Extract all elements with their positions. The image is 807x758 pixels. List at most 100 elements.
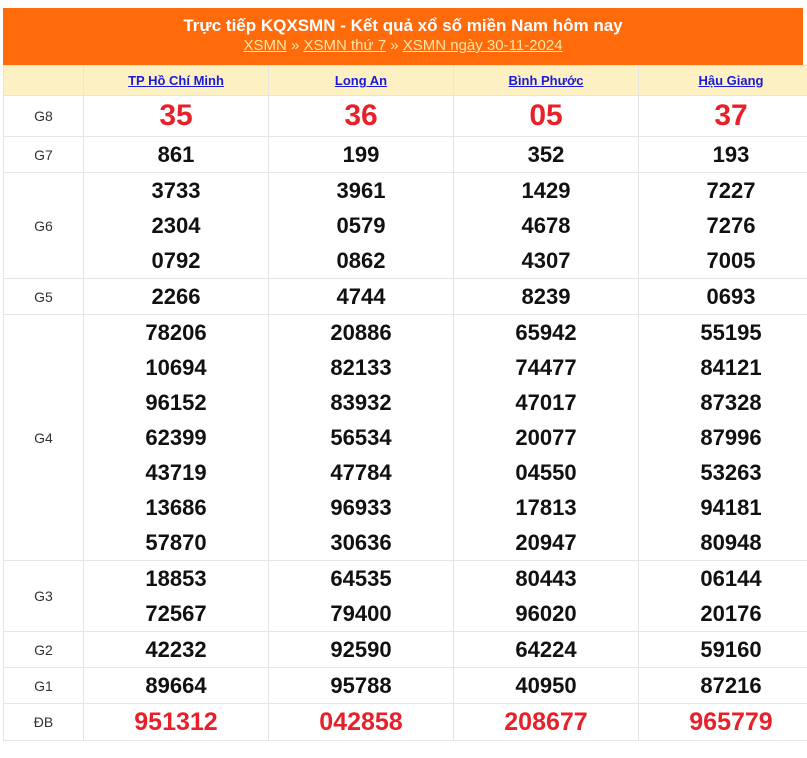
result-number: 13686 [145, 495, 207, 520]
result-number: 05 [529, 99, 563, 132]
result-number: 4744 [336, 284, 386, 309]
result-number: 92590 [330, 637, 392, 662]
result-number: 1429 [521, 178, 571, 203]
result-number: 20077 [515, 425, 577, 450]
province-link[interactable]: TP Hồ Chí Minh [128, 73, 224, 88]
result-number: 951312 [134, 708, 218, 736]
result-number: 94181 [700, 495, 762, 520]
province-link[interactable]: Bình Phước [508, 73, 584, 88]
breadcrumb-xsmn-weekday[interactable]: XSMN thứ 7 [303, 37, 387, 54]
result-cell: 89664 [83, 667, 269, 704]
result-number: 84121 [700, 355, 762, 380]
result-number: 89664 [145, 673, 207, 698]
result-number: 87216 [700, 673, 762, 698]
result-number: 352 [527, 142, 565, 167]
result-cell: 06144 20176 [638, 560, 807, 632]
result-number: 0579 [336, 213, 386, 238]
result-number: 4307 [521, 248, 571, 273]
result-cell: 95788 [268, 667, 454, 704]
result-number: 3961 [336, 178, 386, 203]
result-number: 18853 [145, 566, 207, 591]
result-cell: 7227 7276 7005 [638, 172, 807, 279]
result-cell: 8239 [453, 278, 639, 315]
result-cell: 1429 4678 4307 [453, 172, 639, 279]
result-cell: 42232 [83, 631, 269, 668]
result-number: 74477 [515, 355, 577, 380]
prize-column-header [3, 65, 84, 96]
result-number: 87996 [700, 425, 762, 450]
result-number: 4678 [521, 213, 571, 238]
result-number: 199 [342, 142, 380, 167]
result-number: 79400 [330, 601, 392, 626]
result-cell: 59160 [638, 631, 807, 668]
result-number: 7005 [706, 248, 756, 273]
result-cell: 80443 96020 [453, 560, 639, 632]
result-cell: 0693 [638, 278, 807, 315]
results-table: TP Hồ Chí Minh Long An Bình Phước Hậu Gi… [3, 65, 807, 741]
prize-label: G5 [3, 278, 84, 315]
breadcrumb-xsmn-date[interactable]: XSMN ngày 30-11-2024 [402, 37, 563, 54]
result-number: 96020 [515, 601, 577, 626]
province-link[interactable]: Hậu Giang [698, 73, 764, 88]
result-cell: 3733 2304 0792 [83, 172, 269, 279]
prize-row: ĐB 951312 042858 208677 965779 [3, 703, 807, 741]
result-number: 80948 [700, 530, 762, 555]
result-number: 80443 [515, 566, 577, 591]
province-link[interactable]: Long An [334, 73, 388, 88]
result-cell: 20886 82133 83932 56534 47784 96933 30636 [268, 314, 454, 561]
result-number: 64535 [330, 566, 392, 591]
prize-row: G3 18853 72567 64535 79400 80443 96020 06144 201… [3, 560, 807, 632]
result-cell: 208677 [453, 703, 639, 741]
province-header-row: TP Hồ Chí Minh Long An Bình Phước Hậu Gi… [3, 65, 807, 96]
prize-label: G4 [3, 314, 84, 561]
result-cell: 3961 0579 0862 [268, 172, 454, 279]
page-title: Trực tiếp KQXSMN - Kết quả xổ số miền Na… [183, 16, 623, 35]
result-number: 0792 [151, 248, 201, 273]
result-number: 95788 [330, 673, 392, 698]
breadcrumb-xsmn[interactable]: XSMN [243, 37, 287, 54]
result-number: 47017 [515, 390, 577, 415]
prize-label: G7 [3, 136, 84, 173]
result-number: 0693 [706, 284, 756, 309]
result-number: 78206 [145, 320, 207, 345]
result-number: 8239 [521, 284, 571, 309]
result-cell: 2266 [83, 278, 269, 315]
result-number: 64224 [515, 637, 577, 662]
prize-row: G8 35 36 05 37 [3, 95, 807, 137]
result-number: 10694 [145, 355, 207, 380]
results-panel: Trực tiếp KQXSMN - Kết quả xổ số miền Na… [3, 8, 807, 741]
result-number: 65942 [515, 320, 577, 345]
prize-label: G8 [3, 95, 84, 137]
result-cell: 65942 74477 47017 20077 04550 17813 20947 [453, 314, 639, 561]
result-number: 20176 [700, 601, 762, 626]
results-banner: Trực tiếp KQXSMN - Kết quả xổ số miền Na… [3, 8, 803, 65]
result-cell: 37 [638, 95, 807, 137]
result-number: 96152 [145, 390, 207, 415]
result-number: 17813 [515, 495, 577, 520]
result-number: 3733 [151, 178, 201, 203]
result-number: 2304 [151, 213, 201, 238]
result-number: 861 [157, 142, 195, 167]
prize-label: G2 [3, 631, 84, 668]
result-cell: 92590 [268, 631, 454, 668]
result-cell: 965779 [638, 703, 807, 741]
result-number: 7227 [706, 178, 756, 203]
result-number: 2266 [151, 284, 201, 309]
result-number: 20886 [330, 320, 392, 345]
result-cell: 861 [83, 136, 269, 173]
result-cell: 87216 [638, 667, 807, 704]
prize-row: G1 89664 95788 40950 87216 [3, 667, 807, 704]
result-number: 82133 [330, 355, 392, 380]
result-cell: 193 [638, 136, 807, 173]
breadcrumb: XSMN » XSMN thứ 7 » XSMN ngày 30-11-2024 [3, 36, 803, 56]
prize-row: G5 2266 4744 8239 0693 [3, 278, 807, 315]
result-number: 56534 [330, 425, 392, 450]
result-cell: 40950 [453, 667, 639, 704]
prize-row: G6 3733 2304 0792 3961 0579 0862 1429 4678 4307 72… [3, 172, 807, 279]
result-cell: 18853 72567 [83, 560, 269, 632]
prize-label: G6 [3, 172, 84, 279]
result-number: 36 [344, 99, 378, 132]
result-number: 06144 [700, 566, 762, 591]
prize-label: G1 [3, 667, 84, 704]
prize-row: G7 861 199 352 193 [3, 136, 807, 173]
